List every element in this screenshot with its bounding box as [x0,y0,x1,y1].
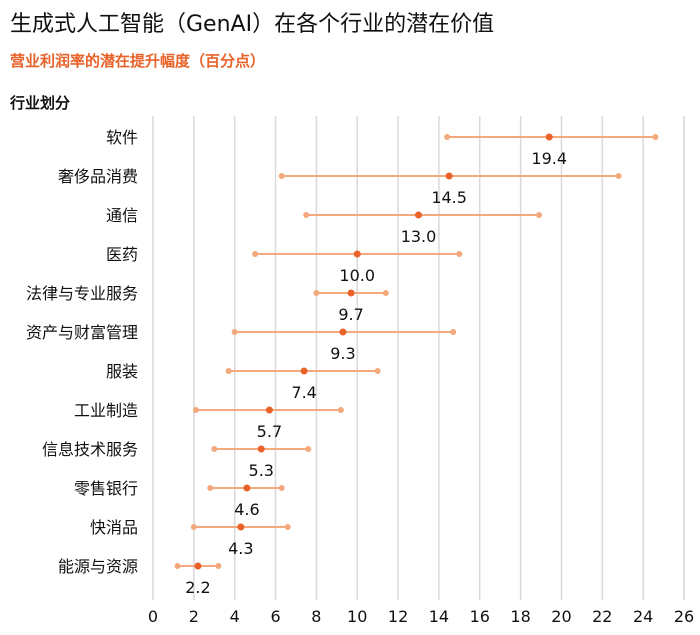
range-low-point [225,368,232,374]
data-label: 4.3 [228,539,253,558]
x-tick-label: 12 [388,607,408,626]
midpoint-marker [243,484,251,492]
range-low-point [231,329,238,335]
data-label: 14.5 [431,188,467,207]
range-low-point [444,134,451,140]
chart-title: 生成式人工智能（GenAI）在各个行业的潜在价值 [10,12,495,37]
category-label: 医药 [106,245,138,264]
category-label: 通信 [106,206,138,225]
range-low-point [174,563,181,569]
range-low-point [190,524,197,530]
range-high-point [278,485,285,491]
data-label: 19.4 [531,149,567,168]
x-tick-label: 18 [510,607,530,626]
x-tick-label: 14 [429,607,449,626]
category-label: 工业制造 [74,401,138,420]
x-tick-label: 22 [592,607,612,626]
data-label: 2.2 [185,578,210,597]
category-label: 能源与资源 [58,557,138,576]
data-label: 4.6 [234,500,259,519]
x-tick-label: 24 [633,607,653,626]
range-high-point [382,290,389,296]
range-high-point [652,134,659,140]
data-label: 13.0 [401,227,437,246]
range-high-point [450,329,457,335]
x-tick-label: 20 [551,607,571,626]
category-label: 法律与专业服务 [26,284,138,303]
midpoint-marker [545,133,553,141]
x-tick-label: 4 [230,607,240,626]
x-tick-label: 8 [311,607,321,626]
range-low-point [211,446,218,452]
range-high-point [374,368,381,374]
data-label: 9.7 [338,305,363,324]
range-low-point [303,212,310,218]
midpoint-marker [265,406,273,414]
x-tick-label: 0 [148,607,158,626]
range-high-point [615,173,622,179]
range-high-point [456,251,463,257]
chart-subtitle: 营业利润率的潜在提升幅度（百分点） [10,52,266,70]
range-high-point [337,407,344,413]
x-tick-label: 10 [347,607,367,626]
category-label: 奢侈品消费 [58,167,138,186]
range-high-point [305,446,312,452]
midpoint-marker [237,523,245,531]
data-label: 9.3 [330,344,355,363]
range-low-point [252,251,259,257]
category-label: 信息技术服务 [42,440,138,459]
midpoint-marker [415,211,422,219]
midpoint-marker [194,562,202,570]
data-label: 7.4 [291,383,316,402]
category-label: 服装 [106,362,138,381]
range-high-point [535,212,542,218]
x-tick-label: 16 [470,607,490,626]
range-low-point [207,485,214,491]
category-label: 软件 [106,128,138,147]
data-label: 5.3 [249,461,274,480]
range-high-point [215,563,222,569]
range-low-point [192,407,199,413]
midpoint-marker [445,172,453,180]
x-tick-label: 2 [189,607,199,626]
y-axis-label: 行业划分 [10,94,71,112]
category-label: 零售银行 [74,479,138,498]
midpoint-marker [339,328,347,336]
midpoint-marker [353,250,361,258]
category-label: 资产与财富管理 [26,323,138,342]
range-high-point [284,524,291,530]
x-tick-label: 26 [674,607,694,626]
category-label: 快消品 [90,518,138,537]
x-tick-label: 6 [270,607,280,626]
midpoint-marker [300,367,308,375]
range-low-point [278,173,285,179]
midpoint-marker [257,445,265,453]
data-label: 10.0 [339,266,375,285]
midpoint-marker [347,289,355,297]
data-label: 5.7 [257,422,282,441]
range-low-point [313,290,320,296]
